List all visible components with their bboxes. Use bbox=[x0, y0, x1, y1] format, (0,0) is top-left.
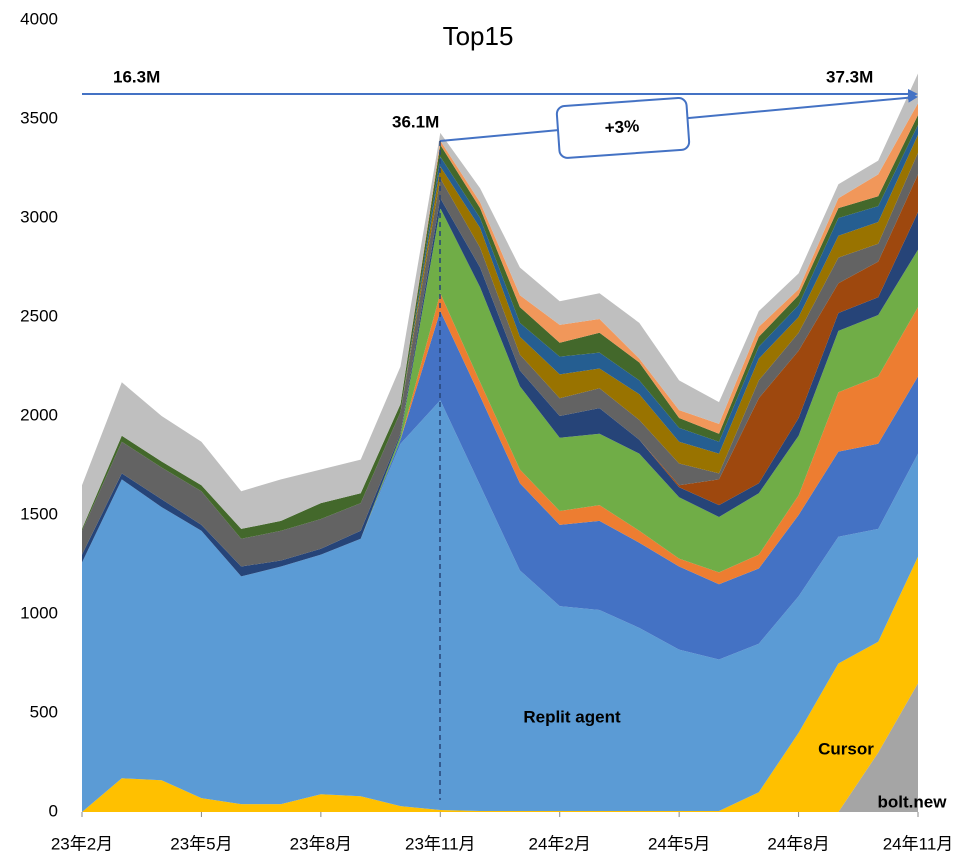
y-tick-label: 1500 bbox=[20, 504, 58, 523]
areas bbox=[82, 73, 918, 812]
series-label: Cursor bbox=[818, 739, 874, 758]
badge-box bbox=[555, 96, 691, 159]
area bbox=[82, 103, 918, 529]
y-tick-label: 3500 bbox=[20, 108, 58, 127]
y-tick-label: 2500 bbox=[20, 306, 58, 325]
x-tick-label: 23年8月 bbox=[290, 834, 352, 853]
x-tick-label: 24年5月 bbox=[648, 834, 710, 853]
area bbox=[82, 73, 918, 529]
chart-title: Top15 bbox=[443, 21, 514, 51]
y-tick-label: 500 bbox=[30, 702, 58, 721]
annotation: 36.1M bbox=[392, 112, 439, 131]
area bbox=[82, 115, 918, 539]
series-label: Replit agent bbox=[523, 707, 621, 726]
badge: +3% bbox=[555, 96, 691, 159]
annotation: 16.3M bbox=[113, 67, 160, 86]
y-tick-label: 4000 bbox=[20, 9, 58, 28]
x-tick-label: 23年5月 bbox=[170, 834, 232, 853]
x-tick-label: 24年2月 bbox=[529, 834, 591, 853]
area bbox=[82, 208, 918, 577]
area bbox=[82, 400, 918, 812]
y-tick-label: 2000 bbox=[20, 405, 58, 424]
area bbox=[82, 556, 918, 812]
annotation: 37.3M bbox=[826, 67, 873, 86]
x-tick-label: 23年2月 bbox=[51, 834, 113, 853]
y-tick-label: 1000 bbox=[20, 603, 58, 622]
area bbox=[82, 311, 918, 660]
x-tick-label: 24年8月 bbox=[767, 834, 829, 853]
y-tick-label: 0 bbox=[49, 801, 58, 820]
series-label: bolt.new bbox=[878, 792, 948, 811]
x-tick-label: 23年11月 bbox=[405, 834, 476, 853]
y-tick-label: 3000 bbox=[20, 207, 58, 226]
annotation: +3% bbox=[604, 116, 640, 137]
x-tick-label: 24年11月 bbox=[883, 834, 954, 853]
area bbox=[82, 293, 918, 585]
